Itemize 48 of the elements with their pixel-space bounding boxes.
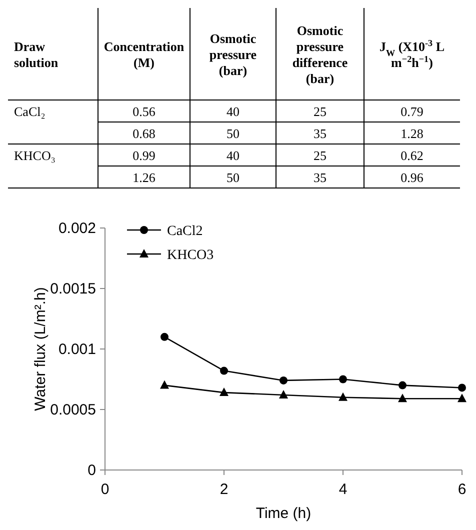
point	[458, 384, 466, 392]
text: 1.26	[132, 170, 156, 185]
point	[220, 366, 228, 375]
y-tick-label: 0	[88, 462, 96, 479]
text: 35	[314, 126, 326, 141]
text: 40	[226, 148, 240, 163]
text: 0.68	[132, 126, 156, 141]
text: 25	[314, 104, 326, 119]
category-label: Osmotic pressure difference (bar)	[292, 23, 348, 86]
point	[160, 380, 169, 389]
text: 0.79	[400, 104, 424, 119]
text: 40	[226, 104, 240, 119]
text: 50	[226, 170, 240, 185]
category-label: CaCl₂	[14, 104, 46, 119]
point	[398, 381, 406, 390]
category-label: Draw solution	[14, 39, 59, 70]
point	[339, 375, 347, 384]
category-label: Concentration (M)	[104, 39, 185, 70]
text: 0.96	[400, 170, 424, 185]
text: 1.28	[400, 126, 424, 141]
category-label: J$_{W}$ (X10$^{-3}$ L m$^{−2}$h$^{−1}$)	[379, 38, 445, 70]
text: 50	[226, 126, 240, 141]
category-label: Osmotic pressure (bar)	[209, 31, 257, 78]
legend-label: KHCO3	[167, 248, 214, 263]
x-axis-title: Time (h)	[256, 505, 312, 522]
y-tick-label: 0.001	[58, 341, 96, 358]
text: 35	[314, 170, 326, 185]
point	[279, 390, 288, 398]
text: 0.62	[400, 148, 424, 163]
y-tick-label: 0.0015	[50, 280, 96, 298]
point	[280, 376, 288, 384]
point	[160, 332, 168, 341]
text: 0.56	[132, 104, 156, 119]
text: 25	[314, 148, 326, 163]
x-tick-label: 0	[100, 481, 110, 498]
point	[338, 392, 348, 401]
text: 0.99	[132, 148, 156, 163]
category-label: KHCO₃	[14, 148, 56, 163]
x-tick-label: 4	[338, 481, 348, 498]
y-axis-title: Water flux (L/m².h)	[32, 287, 49, 411]
point	[220, 388, 228, 396]
x-tick-label: 2	[220, 481, 228, 498]
y-tick-label: 0.0005	[50, 402, 96, 418]
y-tick-label: 0.002	[58, 220, 96, 237]
point	[398, 394, 407, 402]
x-tick-label: 6	[458, 481, 466, 498]
point	[458, 394, 466, 402]
legend-label: CaCl2	[167, 224, 203, 239]
